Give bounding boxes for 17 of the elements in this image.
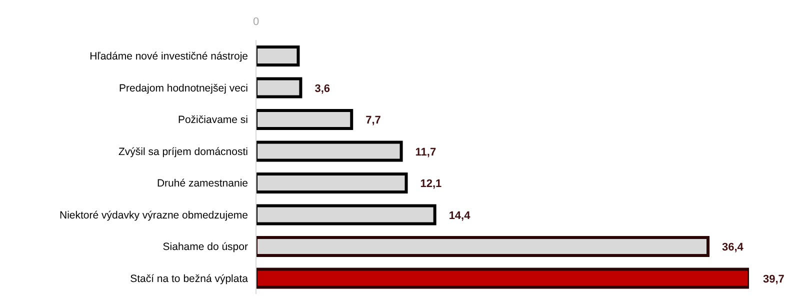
y-tick-label: Požičiavame si [178,114,248,126]
y-tick-label: Stačí na to bežná výplata [130,272,248,285]
data-label: 39,7 [763,273,784,286]
data-label: 36,4 [722,242,744,254]
data-label: 11,7 [415,146,436,158]
data-label: 12,1 [420,178,442,190]
bar [256,268,749,289]
y-tick-label: Zvýšil sa príjem domácnosti [118,146,248,158]
data-label: 7,7 [366,114,381,126]
y-tick-label: Siahame do úspor [162,241,248,254]
y-tick-label: Predajom hodnotnejšej veci [119,82,248,94]
data-label: 3,6 [314,82,330,95]
y-tick-label: Druhé zamestnanie [156,178,248,190]
y-tick-label: Hľadáme nové investičné nástroje [90,50,248,63]
text: 0 [252,16,260,28]
data-label: 14,4 [448,210,472,222]
y-tick-label: Niektoré výdavky výrazne obmedzujeme [60,209,248,222]
